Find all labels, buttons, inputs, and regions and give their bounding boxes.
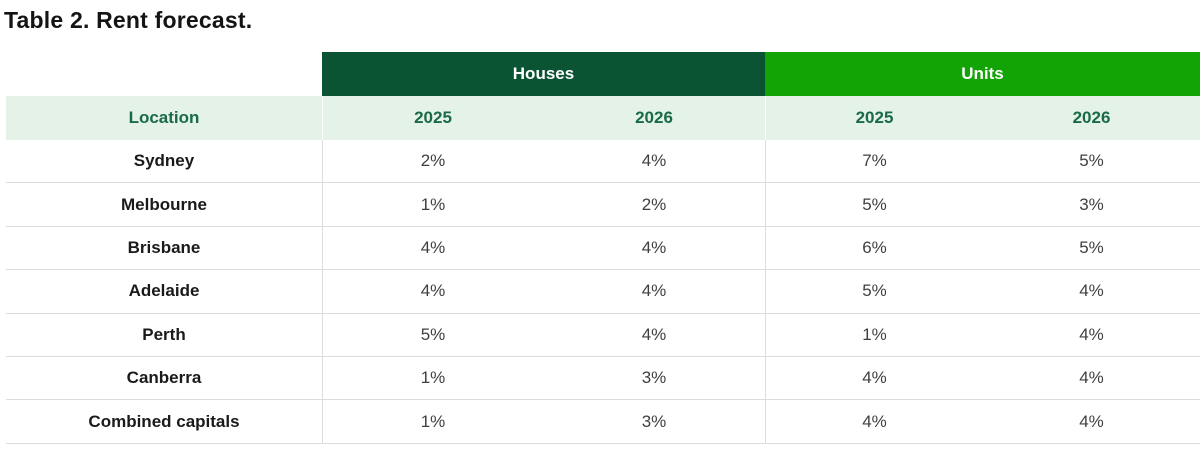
cell-houses-2025: 1%: [322, 400, 543, 443]
cell-units-2025: 5%: [765, 270, 983, 313]
row-location: Adelaide: [128, 281, 200, 301]
cell-units-2025: 4%: [765, 400, 983, 443]
table-row: Adelaide 4% 4% 5% 4%: [6, 270, 1200, 314]
year-header-houses-2025: 2025: [322, 96, 543, 140]
rent-forecast-table: Houses Units Location 2025 2026 2025 202…: [6, 52, 1200, 444]
table-row: Brisbane 4% 4% 6% 5%: [6, 226, 1200, 271]
cell-units-2026: 5%: [1079, 237, 1104, 257]
table-row: Melbourne 1% 2% 5% 3%: [6, 183, 1200, 227]
cell-houses-2025: 4%: [322, 226, 543, 270]
table-row: Canberra 1% 3% 4% 4%: [6, 356, 1200, 401]
row-location: Melbourne: [121, 194, 207, 214]
cell-houses-2026: 4%: [641, 281, 667, 301]
cell-houses-2026: 3%: [641, 368, 667, 388]
year-header-units-2025: 2025: [765, 96, 983, 140]
cell-units-2025: 6%: [765, 226, 983, 270]
row-location: Canberra: [126, 368, 202, 388]
cell-units-2026: 5%: [1079, 151, 1104, 171]
cell-houses-2025: 1%: [322, 183, 543, 226]
cell-houses-2025: 1%: [322, 356, 543, 400]
year-header-houses-2026: 2026: [635, 108, 673, 127]
group-header-units: Units: [765, 52, 1200, 96]
cell-units-2025: 5%: [765, 183, 983, 226]
row-location: Perth: [142, 324, 186, 344]
row-location: Sydney: [133, 151, 195, 171]
cell-units-2025: 7%: [765, 140, 983, 183]
cell-units-2026: 4%: [1079, 368, 1104, 388]
table-row: Combined capitals 1% 3% 4% 4%: [6, 400, 1200, 444]
cell-houses-2026: 3%: [641, 411, 667, 431]
cell-houses-2025: 2%: [322, 140, 543, 183]
cell-units-2025: 1%: [765, 313, 983, 356]
year-header-units-2026: 2026: [1072, 108, 1111, 127]
cell-houses-2026: 4%: [641, 237, 667, 257]
group-header-row: Houses Units: [6, 52, 1200, 96]
cell-houses-2026: 4%: [641, 324, 667, 344]
row-location: Combined capitals: [88, 411, 240, 431]
table-title: Table 2. Rent forecast.: [4, 7, 253, 33]
cell-units-2026: 4%: [1079, 281, 1104, 301]
cell-units-2025: 4%: [765, 356, 983, 400]
location-column-header: Location: [128, 108, 200, 127]
group-header-spacer: [6, 52, 322, 96]
cell-units-2026: 3%: [1079, 194, 1104, 214]
cell-houses-2026: 4%: [641, 151, 667, 171]
cell-houses-2026: 2%: [641, 194, 667, 214]
group-header-houses: Houses: [322, 52, 765, 96]
cell-houses-2025: 4%: [322, 270, 543, 313]
cell-units-2026: 4%: [1079, 411, 1104, 431]
table-row: Sydney 2% 4% 7% 5%: [6, 140, 1200, 184]
column-header-row: Location 2025 2026 2025 2026: [6, 96, 1200, 140]
table-row: Perth 5% 4% 1% 4%: [6, 313, 1200, 357]
row-location: Brisbane: [127, 237, 201, 257]
cell-houses-2025: 5%: [322, 313, 543, 356]
cell-units-2026: 4%: [1079, 324, 1104, 344]
